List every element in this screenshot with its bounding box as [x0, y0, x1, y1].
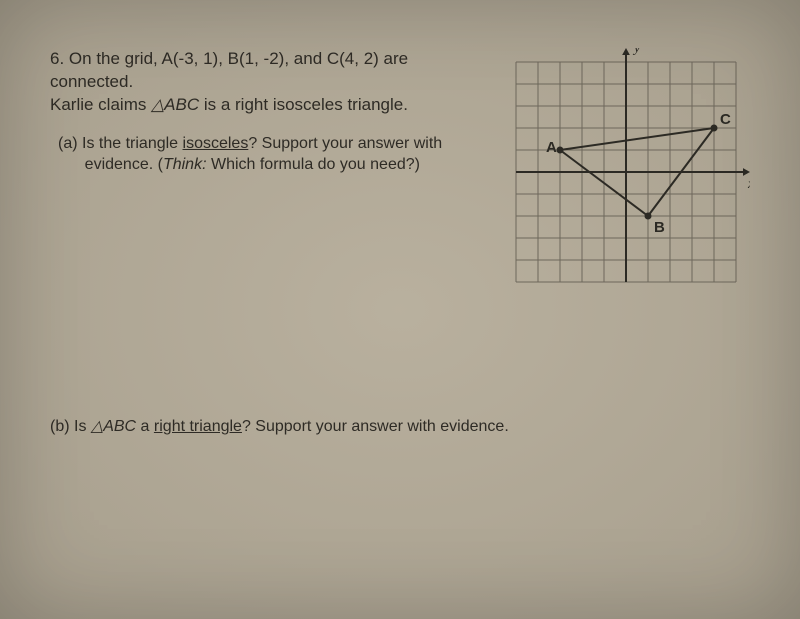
- text-column: 6. On the grid, A(-3, 1), B(1, -2), and …: [50, 48, 478, 176]
- svg-text:B: B: [654, 219, 665, 236]
- problem-line2-post: is a right isosceles triangle.: [199, 95, 408, 114]
- part-a-line2-post: Which formula do you need?): [207, 156, 420, 173]
- problem-number: 6.: [50, 49, 64, 68]
- problem-line2-pre: Karlie claims: [50, 95, 151, 114]
- grid-svg: x y A B C: [502, 48, 750, 296]
- part-a-think: Think:: [163, 156, 207, 173]
- part-b-pre: Is: [70, 418, 91, 435]
- problem-line1: On the grid, A(-3, 1), B(1, -2), and C(4…: [50, 49, 408, 91]
- part-a: (a) Is the triangle isosceles? Support y…: [50, 133, 478, 176]
- part-a-label: (a): [58, 135, 78, 152]
- top-row: 6. On the grid, A(-3, 1), B(1, -2), and …: [50, 48, 760, 296]
- part-b: (b) Is △ABC a right triangle? Support yo…: [50, 416, 760, 436]
- part-b-mid: a: [136, 418, 154, 435]
- svg-text:C: C: [720, 111, 731, 128]
- part-a-pre: Is the triangle: [78, 135, 183, 152]
- svg-text:y: y: [632, 48, 641, 56]
- part-a-line2-pre: evidence. (: [85, 156, 163, 173]
- part-b-post: ? Support your answer with evidence.: [242, 418, 509, 435]
- part-a-underlined: isosceles: [183, 135, 249, 152]
- part-b-underlined: right triangle: [154, 418, 242, 435]
- problem-triangle-symbol: △ABC: [151, 95, 199, 114]
- coordinate-grid: x y A B C: [502, 48, 760, 296]
- problem-header: 6. On the grid, A(-3, 1), B(1, -2), and …: [50, 48, 478, 117]
- part-b-label: (b): [50, 418, 70, 435]
- svg-text:A: A: [546, 139, 557, 156]
- svg-text:x: x: [747, 177, 750, 192]
- part-b-triangle-symbol: △ABC: [91, 418, 136, 435]
- part-a-post: ? Support your answer with: [248, 135, 442, 152]
